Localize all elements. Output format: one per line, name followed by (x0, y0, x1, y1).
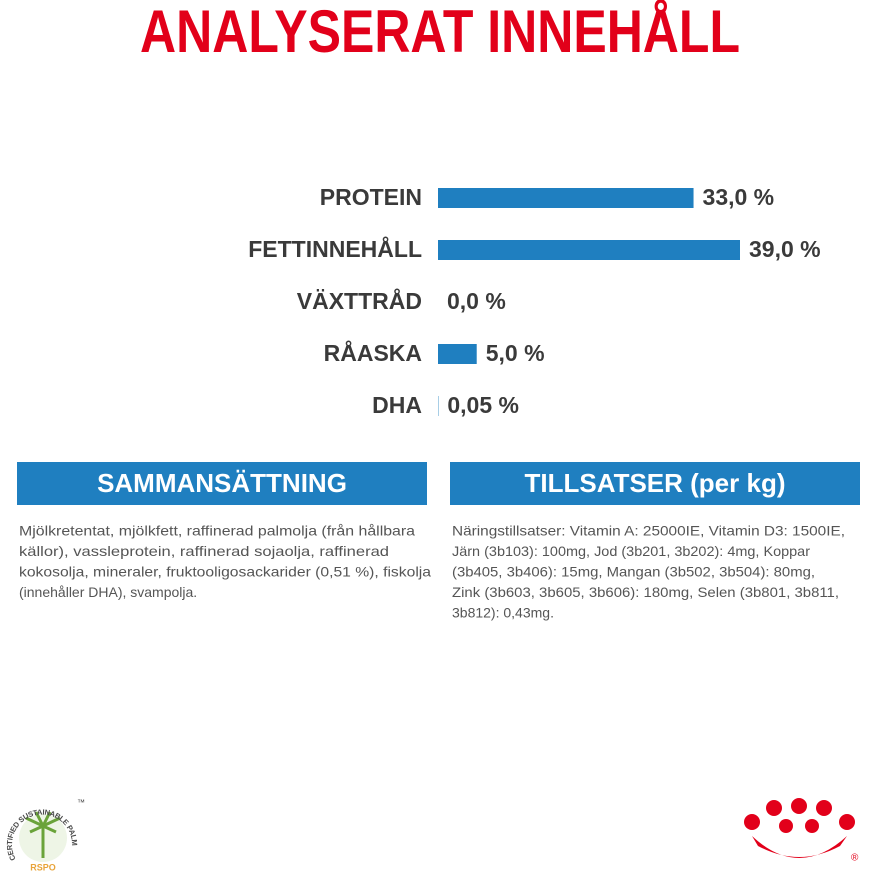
section-title: SAMMANSÄTTNING (97, 468, 347, 498)
section-text-line: Näringstillsatser: Vitamin A: 25000IE, V… (452, 523, 845, 539)
rspo-ring-text: CERTIFIED SUSTAINABLE PALM OIL (0, 0, 79, 862)
section-text-line: Mjölkretentat, mjölkfett, raffinerad pal… (19, 523, 415, 539)
chart-title: ANALYSERAT INNEHÅLL (140, 0, 740, 65)
section-text-line: kokosolja, mineraler, fruktooligosackari… (19, 564, 431, 580)
section-header-box (450, 462, 860, 505)
value-label: 0,05 % (447, 392, 519, 418)
section-text-line: (3b405, 3b406): 15mg, Mangan (3b502, 3b5… (452, 564, 815, 580)
brand-registered: ® (851, 853, 859, 864)
rspo-ring-path: CERTIFIED SUSTAINABLE PALM OIL (0, 0, 79, 862)
value-label: 0,0 % (447, 288, 506, 314)
category-label: VÄXTTRÅD (297, 287, 422, 314)
value-label: 5,0 % (486, 340, 545, 366)
category-label: PROTEIN (320, 184, 422, 210)
value-label: 33,0 % (703, 184, 775, 210)
rspo-logo: CERTIFIED SUSTAINABLE PALM OIL ™ RSPO (0, 0, 85, 872)
category-label: FETTINNEHÅLL (248, 235, 422, 262)
rspo-tm: ™ (77, 798, 85, 807)
value-label: 39,0 % (749, 236, 821, 262)
section-text-line: (innehåller DHA), svampolja. (19, 584, 197, 600)
bar (438, 188, 694, 208)
section-text-line: källor), vassleprotein, raffinerad sojao… (19, 543, 389, 559)
bar (438, 344, 477, 364)
brand-logo: ® (744, 798, 859, 864)
section-header-box (17, 462, 427, 505)
bar (438, 240, 740, 260)
section-text-line: Zink (3b603, 3b605, 3b606): 180mg, Selen… (452, 584, 839, 600)
category-label: RÅASKA (324, 339, 422, 366)
section-title: TILLSATSER (per kg) (525, 468, 786, 498)
section-text-line: Järn (3b103): 100mg, Jod (3b201, 3b202):… (452, 543, 810, 559)
section-text-line: 3b812): 0,43mg. (452, 605, 554, 621)
rspo-name: RSPO (30, 862, 56, 872)
category-label: DHA (372, 392, 422, 418)
